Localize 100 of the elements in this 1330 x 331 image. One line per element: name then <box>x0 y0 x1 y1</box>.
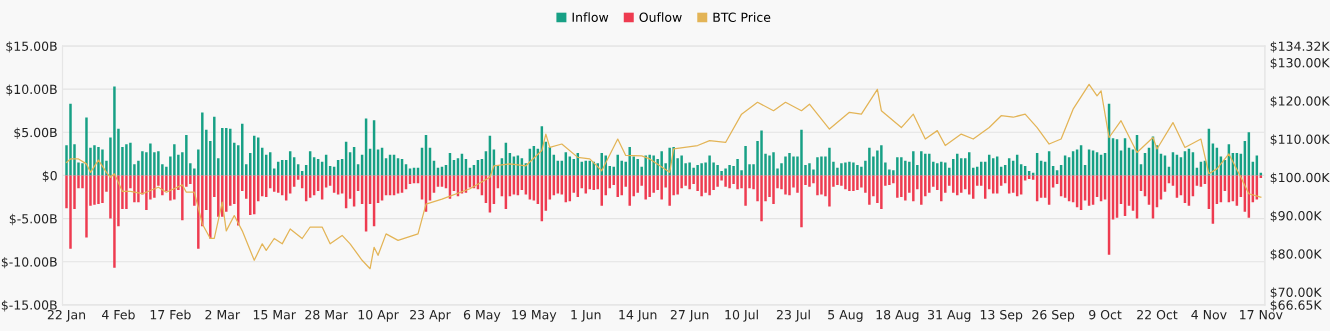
bar <box>852 162 855 176</box>
bar <box>868 175 871 205</box>
bar <box>800 175 803 228</box>
bar <box>125 144 128 176</box>
bar <box>648 175 651 197</box>
x-tick-label: 6 May <box>463 309 501 322</box>
bar <box>732 175 735 185</box>
bar <box>696 165 699 176</box>
bar <box>792 156 795 176</box>
y-tick-label: $-15.00B <box>1 300 57 312</box>
bar <box>129 142 132 176</box>
bar <box>772 152 775 176</box>
bar <box>820 175 823 195</box>
y2-tick-label: $80.00K <box>1270 249 1322 261</box>
bar <box>221 127 224 176</box>
bar <box>153 175 156 198</box>
bar <box>772 175 775 204</box>
bar <box>784 175 787 195</box>
bar <box>900 175 903 197</box>
bar <box>912 175 915 202</box>
bar <box>688 162 691 176</box>
bar <box>944 162 947 176</box>
bar <box>840 175 843 186</box>
bar <box>1031 175 1035 180</box>
bar <box>852 175 855 191</box>
bar <box>636 159 639 176</box>
bar <box>225 127 228 176</box>
x-tick-label: 1 Jun <box>571 310 601 322</box>
bar <box>708 155 711 176</box>
bar <box>900 157 903 176</box>
bar <box>716 165 719 176</box>
bar <box>904 160 907 176</box>
bar <box>816 175 819 196</box>
bar <box>744 175 747 206</box>
bar <box>728 165 731 176</box>
bar <box>93 175 96 205</box>
bar <box>736 175 739 190</box>
y2-tick-label: $130.00K <box>1270 57 1330 70</box>
bar <box>229 128 232 176</box>
bar <box>920 175 923 205</box>
x-tick-label: 17 Nov <box>1240 310 1283 320</box>
bar <box>668 175 671 206</box>
bar <box>768 155 771 176</box>
bar <box>920 151 923 176</box>
bar <box>788 175 791 196</box>
bar <box>69 175 72 249</box>
x-tick-label: 15 Mar <box>253 310 296 320</box>
bar <box>800 129 803 176</box>
x-tick-label: 17 Feb <box>150 309 191 320</box>
bar <box>644 175 647 200</box>
bar <box>101 175 104 204</box>
x-tick-label: 13 Sep <box>980 309 1023 322</box>
bar <box>760 130 763 176</box>
bar <box>145 175 148 210</box>
bar <box>936 163 939 176</box>
bar <box>660 151 663 176</box>
bar <box>848 175 851 191</box>
bar <box>760 175 763 222</box>
bar <box>616 154 619 176</box>
bar <box>904 175 907 201</box>
bar <box>181 175 184 221</box>
bar <box>736 159 739 176</box>
x-tick-label: 4 Nov <box>1191 310 1227 320</box>
bar <box>724 175 727 187</box>
x-tick-label: 5 Aug <box>828 310 863 322</box>
x-tick-label: 9 Oct <box>1089 309 1122 320</box>
legend-label: BTC Price <box>713 12 771 22</box>
bar <box>952 175 955 193</box>
bar <box>688 175 691 190</box>
bar <box>113 175 116 268</box>
bar <box>125 175 128 210</box>
bar <box>648 154 651 176</box>
bar <box>173 144 176 176</box>
y-tick-label: $0 <box>42 170 57 183</box>
bar <box>888 175 891 185</box>
bar <box>924 153 927 176</box>
bar <box>784 156 787 176</box>
bar <box>708 175 711 196</box>
x-tick-label: 18 Aug <box>876 309 919 322</box>
y-tick-label: $10.00B <box>6 84 57 96</box>
bar <box>896 157 899 176</box>
bar <box>728 175 731 189</box>
bar <box>700 175 703 197</box>
bar <box>744 146 747 176</box>
bar <box>880 175 883 210</box>
bar <box>896 175 899 198</box>
x-tick-label: 14 Jun <box>619 310 657 322</box>
bar <box>928 175 931 193</box>
bar <box>628 146 631 176</box>
bar <box>85 175 88 238</box>
y2-tick-label: $70.00K <box>1270 287 1322 299</box>
bar <box>93 145 96 176</box>
bar <box>101 149 104 176</box>
legend-label: Ouflow <box>639 12 682 22</box>
bar <box>848 161 851 176</box>
bar <box>652 155 655 176</box>
x-tick-label: 4 Feb <box>102 309 135 320</box>
bar <box>1023 175 1027 181</box>
bar <box>616 175 619 197</box>
bar <box>157 151 160 176</box>
